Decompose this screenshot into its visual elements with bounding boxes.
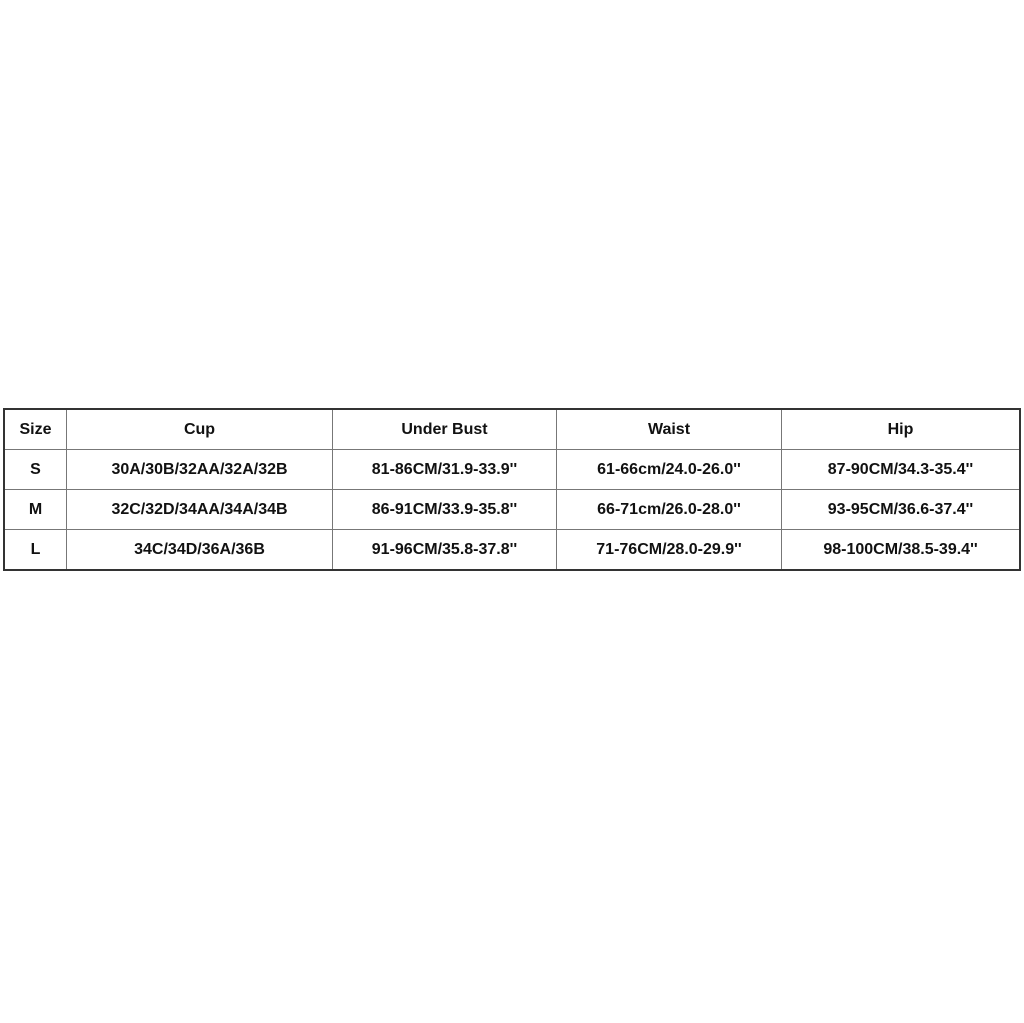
cell-size: L <box>3 529 67 571</box>
table-row: L 34C/34D/36A/36B 91-96CM/35.8-37.8'' 71… <box>3 529 1021 571</box>
cell-waist: 61-66cm/24.0-26.0'' <box>556 449 782 490</box>
cell-cup: 34C/34D/36A/36B <box>66 529 333 571</box>
header-row: Size Cup Under Bust Waist Hip <box>3 408 1021 450</box>
header-hip: Hip <box>781 408 1021 450</box>
cell-cup: 30A/30B/32AA/32A/32B <box>66 449 333 490</box>
cell-size: S <box>3 449 67 490</box>
cell-hip: 93-95CM/36.6-37.4'' <box>781 489 1021 530</box>
table-row: M 32C/32D/34AA/34A/34B 86-91CM/33.9-35.8… <box>3 489 1021 530</box>
table-row: S 30A/30B/32AA/32A/32B 81-86CM/31.9-33.9… <box>3 449 1021 490</box>
cell-under-bust: 81-86CM/31.9-33.9'' <box>332 449 557 490</box>
cell-hip: 98-100CM/38.5-39.4'' <box>781 529 1021 571</box>
cell-cup: 32C/32D/34AA/34A/34B <box>66 489 333 530</box>
header-waist: Waist <box>556 408 782 450</box>
cell-waist: 71-76CM/28.0-29.9'' <box>556 529 782 571</box>
cell-waist: 66-71cm/26.0-28.0'' <box>556 489 782 530</box>
header-cup: Cup <box>66 408 333 450</box>
size-chart-table: Size Cup Under Bust Waist Hip S 30A/30B/… <box>3 408 1021 571</box>
cell-under-bust: 86-91CM/33.9-35.8'' <box>332 489 557 530</box>
cell-hip: 87-90CM/34.3-35.4'' <box>781 449 1021 490</box>
header-under-bust: Under Bust <box>332 408 557 450</box>
header-size: Size <box>3 408 67 450</box>
cell-size: M <box>3 489 67 530</box>
cell-under-bust: 91-96CM/35.8-37.8'' <box>332 529 557 571</box>
